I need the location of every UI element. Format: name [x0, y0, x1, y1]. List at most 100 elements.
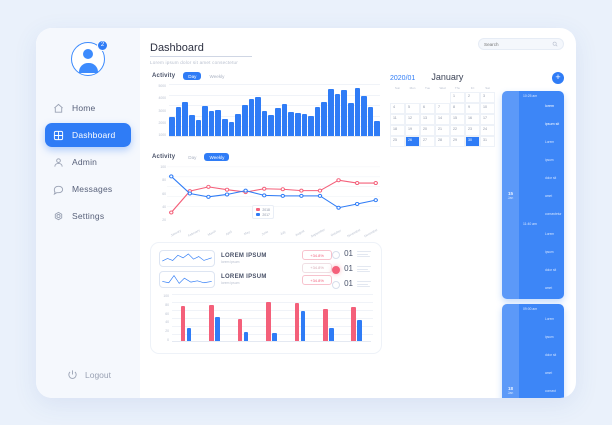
calendar-day[interactable]: 4 — [390, 103, 405, 114]
placeholder-lines — [357, 280, 371, 287]
data-point — [187, 191, 193, 196]
calendar-day[interactable]: 8 — [450, 103, 465, 114]
sidebar-item-home[interactable]: Home — [45, 96, 131, 120]
calendar-day[interactable]: 1 — [450, 92, 465, 103]
grouped-y-axis: 100 80 60 40 20 0 — [159, 294, 171, 342]
calendar-day[interactable]: 5 — [405, 103, 420, 114]
calendar-day[interactable]: 17 — [480, 114, 495, 125]
home-icon — [53, 103, 64, 114]
legend-label-2018: 2018 — [262, 207, 270, 212]
toggle-day[interactable]: Day — [188, 154, 197, 160]
event-desc: Lorem ipsum dolor sit amet consectetur — [545, 140, 562, 216]
calendar-day[interactable]: 24 — [480, 125, 495, 136]
event-card[interactable]: 15 Jan 10:25 am lorem ipsum sit Lorem ip… — [502, 91, 564, 299]
sparkline-1 — [159, 250, 215, 267]
calendar-day[interactable]: 16 — [465, 114, 480, 125]
calendar-day[interactable]: 6 — [420, 103, 435, 114]
toggle-day[interactable]: Day — [183, 72, 202, 80]
data-point — [206, 184, 211, 189]
sidebar-item-admin[interactable]: Admin — [45, 150, 131, 174]
bar — [281, 104, 288, 137]
calendar-dow: Fri — [470, 86, 475, 90]
activity-line-chart: 100 80 60 40 20 2018 2017 — [152, 165, 380, 231]
toggle-weekly[interactable]: Weekly — [209, 73, 225, 79]
avatar[interactable]: 2 — [71, 40, 108, 76]
search-input[interactable] — [484, 41, 549, 47]
toggle-weekly[interactable]: Weekly — [204, 153, 230, 161]
radio-number: 01 — [344, 264, 353, 273]
y-tick: 4000 — [158, 96, 166, 101]
radio-option[interactable]: 01 — [332, 280, 371, 289]
event-card[interactable]: 18 Jan 09:00 am Lorem ipsum dolor sit am… — [502, 304, 564, 398]
event-date: 15 Jan — [502, 91, 519, 299]
sidebar-item-settings[interactable]: Settings — [45, 204, 131, 228]
bar — [329, 328, 334, 342]
lorem-title: LOREM IPSUM — [221, 274, 267, 280]
event-month: Jan — [507, 195, 514, 200]
event-title: lorem ipsum sit — [545, 104, 560, 126]
calendar-day[interactable]: 21 — [435, 125, 450, 136]
bar — [182, 102, 188, 137]
data-point — [336, 205, 341, 210]
calendar-day[interactable]: 7 — [435, 103, 450, 114]
bar — [228, 122, 235, 137]
search-box[interactable] — [478, 38, 564, 50]
power-icon — [67, 369, 78, 380]
calendar-day[interactable]: 3 — [480, 92, 495, 103]
calendar-grid[interactable]: Sun Mon Tue Wed Thu Fri Sat 1 2 3 4 5 6 7 8 9 10 11 12 13 14… — [390, 86, 495, 147]
bar — [180, 306, 186, 342]
calendar-day[interactable]: 15 — [450, 114, 465, 125]
calendar-day[interactable]: 29 — [450, 136, 465, 147]
calendar-day[interactable]: 10 — [480, 103, 495, 114]
calendar-day[interactable]: 25 — [390, 136, 405, 147]
calendar-day[interactable]: 20 — [420, 125, 435, 136]
bar — [202, 106, 208, 137]
sidebar-item-home-label: Home — [72, 103, 96, 113]
calendar-day[interactable]: 9 — [465, 103, 480, 114]
event-month: Jan — [507, 390, 514, 395]
grouped-series — [172, 294, 371, 342]
calendar-day[interactable]: 30 — [465, 136, 480, 147]
calendar-day[interactable]: 12 — [405, 114, 420, 125]
radio-option[interactable]: 01 — [332, 265, 371, 274]
data-point — [224, 192, 230, 197]
bar-pair — [266, 301, 277, 342]
calendar-cell-empty — [405, 92, 420, 103]
radio-number: 01 — [344, 279, 353, 288]
add-event-button[interactable]: + — [552, 72, 564, 84]
calendar-dow: Mon — [409, 86, 416, 90]
sidebar-item-messages[interactable]: Messages — [45, 177, 131, 201]
bar-x-axis — [169, 136, 380, 137]
bar — [334, 94, 341, 137]
activity-bar-header: Activity Day Weekly — [152, 72, 380, 80]
radio-icon — [332, 266, 341, 274]
bar — [374, 121, 380, 137]
calendar-day[interactable]: 27 — [420, 136, 435, 147]
calendar-day[interactable]: 2 — [465, 92, 480, 103]
gear-icon — [53, 211, 64, 222]
radio-number: 01 — [344, 249, 353, 258]
logout-button[interactable]: Logout — [65, 369, 111, 380]
calendar-day[interactable]: 22 — [450, 125, 465, 136]
bar — [328, 89, 334, 137]
calendar-day[interactable]: 19 — [405, 125, 420, 136]
calendar-day[interactable]: 13 — [420, 114, 435, 125]
calendar-day[interactable]: 14 — [435, 114, 450, 125]
calendar-day[interactable]: 11 — [390, 114, 405, 125]
bar-pair — [351, 307, 362, 342]
calendar-day[interactable]: 28 — [435, 136, 450, 147]
calendar-day[interactable]: 18 — [390, 125, 405, 136]
sidebar: 2 Home Dashboard Admin — [36, 28, 140, 398]
bar — [301, 114, 308, 137]
placeholder-lines — [357, 265, 371, 272]
placeholder-lines — [357, 250, 371, 257]
bar — [351, 307, 356, 342]
y-tick: 3000 — [158, 108, 166, 113]
radio-icon — [332, 251, 341, 259]
calendar-day[interactable]: 31 — [480, 136, 495, 147]
calendar-day[interactable]: 26 — [405, 136, 420, 147]
calendar-day[interactable]: 23 — [465, 125, 480, 136]
sidebar-item-dashboard[interactable]: Dashboard — [45, 123, 131, 147]
radio-option[interactable]: 01 — [332, 250, 371, 259]
bar — [215, 109, 221, 137]
